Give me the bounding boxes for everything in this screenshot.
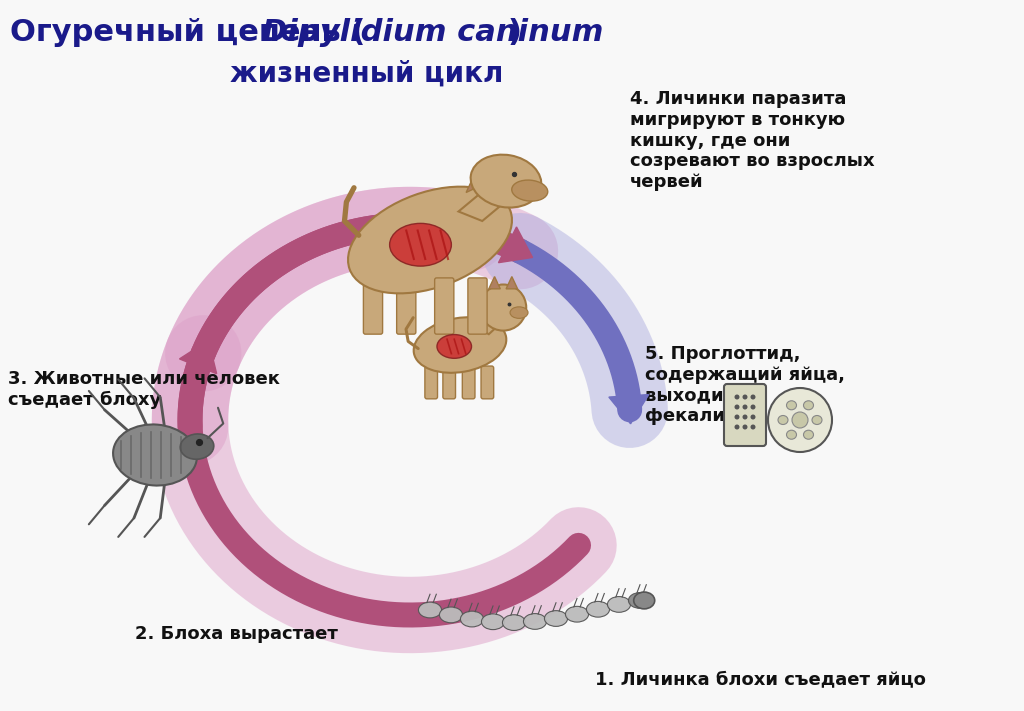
Text: 4. Личинки паразита
мигрируют в тонкую
кишку, где они
созревают во взрослых
черв: 4. Личинки паразита мигрируют в тонкую к… <box>630 90 874 191</box>
Ellipse shape <box>180 434 214 459</box>
Ellipse shape <box>510 307 528 319</box>
Ellipse shape <box>523 614 547 629</box>
Ellipse shape <box>607 597 631 612</box>
Circle shape <box>742 395 748 400</box>
Circle shape <box>734 415 739 419</box>
Circle shape <box>734 405 739 410</box>
Circle shape <box>751 415 756 419</box>
Text: 3. Животные или человек
съедает блоху: 3. Животные или человек съедает блоху <box>8 370 280 409</box>
Polygon shape <box>506 277 517 289</box>
FancyBboxPatch shape <box>396 278 416 334</box>
Ellipse shape <box>419 602 441 618</box>
Polygon shape <box>453 210 484 249</box>
Text: 1. Личинка блохи съедает яйцо: 1. Личинка блохи съедает яйцо <box>595 670 926 688</box>
Ellipse shape <box>634 592 654 609</box>
Circle shape <box>751 395 756 400</box>
Polygon shape <box>466 164 495 193</box>
FancyBboxPatch shape <box>481 366 494 399</box>
Ellipse shape <box>503 615 525 631</box>
Circle shape <box>734 395 739 400</box>
FancyBboxPatch shape <box>425 366 437 399</box>
FancyBboxPatch shape <box>364 278 383 334</box>
Circle shape <box>742 424 748 429</box>
FancyBboxPatch shape <box>724 384 766 446</box>
Text: жизненный цикл: жизненный цикл <box>230 60 504 88</box>
Ellipse shape <box>545 611 567 626</box>
Text: 5. Проглоттид,
содержащий яйца,
выходит с
фекалиями: 5. Проглоттид, содержащий яйца, выходит … <box>645 345 845 425</box>
Ellipse shape <box>778 415 788 424</box>
Polygon shape <box>474 313 507 334</box>
FancyBboxPatch shape <box>468 278 487 334</box>
Text: Dipylidium caninum: Dipylidium caninum <box>262 18 603 47</box>
Ellipse shape <box>439 607 463 623</box>
Polygon shape <box>459 188 511 221</box>
Ellipse shape <box>414 317 506 373</box>
Ellipse shape <box>786 401 797 410</box>
Polygon shape <box>499 227 532 262</box>
Text: Огуречный цепень (: Огуречный цепень ( <box>10 18 366 47</box>
Ellipse shape <box>512 180 548 201</box>
Ellipse shape <box>437 335 471 358</box>
Circle shape <box>751 405 756 410</box>
Circle shape <box>751 424 756 429</box>
Ellipse shape <box>629 592 651 609</box>
FancyBboxPatch shape <box>442 366 456 399</box>
Text: ): ) <box>508 18 522 47</box>
Text: 2. Блоха вырастает: 2. Блоха вырастает <box>135 625 338 643</box>
Circle shape <box>768 388 831 452</box>
Ellipse shape <box>587 602 609 617</box>
Ellipse shape <box>348 187 512 294</box>
Ellipse shape <box>804 401 813 410</box>
Circle shape <box>734 424 739 429</box>
Ellipse shape <box>471 154 542 208</box>
Circle shape <box>792 412 808 428</box>
Ellipse shape <box>389 223 452 266</box>
Ellipse shape <box>812 415 822 424</box>
Ellipse shape <box>786 430 797 439</box>
Polygon shape <box>609 395 649 424</box>
Ellipse shape <box>461 611 483 627</box>
Circle shape <box>742 415 748 419</box>
FancyBboxPatch shape <box>462 366 475 399</box>
Polygon shape <box>179 341 217 374</box>
Circle shape <box>742 405 748 410</box>
Ellipse shape <box>481 614 505 630</box>
Polygon shape <box>488 277 501 289</box>
FancyBboxPatch shape <box>434 278 454 334</box>
Ellipse shape <box>565 606 589 622</box>
Circle shape <box>480 284 526 331</box>
Ellipse shape <box>113 424 197 486</box>
Ellipse shape <box>804 430 813 439</box>
